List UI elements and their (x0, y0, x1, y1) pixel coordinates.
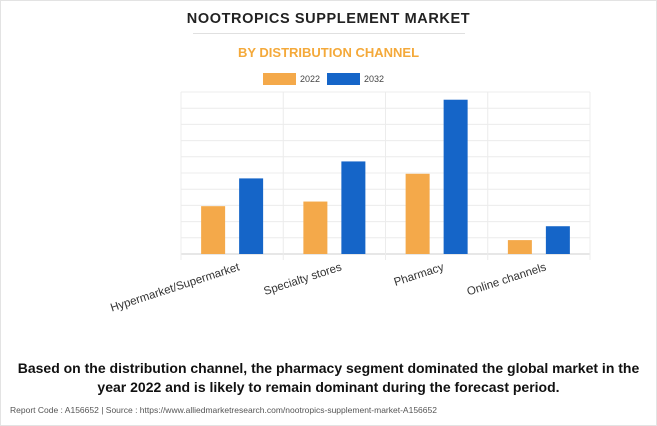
report-footer: Report Code : A156652 | Source : https:/… (10, 405, 437, 415)
chart-subtitle: BY DISTRIBUTION CHANNEL (237, 45, 420, 60)
x-tick-label: Specialty stores (262, 261, 343, 298)
legend: 2022 2032 (0, 72, 657, 86)
bar-2022-specialty-stores (303, 201, 328, 254)
bar-2032-specialty-stores (341, 161, 366, 254)
bar-2022-hypermarket-supermarket (201, 206, 226, 254)
bar-2032-hypermarket-supermarket (239, 178, 264, 254)
legend-label-2022: 2022 (300, 74, 321, 84)
bar-chart: Hypermarket/Supermarket Specialty stores P… (109, 91, 591, 315)
x-tick-label: Hypermarket/Supermarket (109, 261, 242, 314)
chart-caption: Based on the distribution channel, the p… (17, 360, 640, 395)
bar-2022-online-channels (507, 240, 532, 254)
title-divider (193, 33, 465, 34)
legend-swatch-2032 (327, 73, 360, 85)
bar-2032-pharmacy (443, 99, 468, 254)
bar-2032-online-channels (545, 226, 570, 254)
chart-title: NOOTROPICS SUPPLEMENT MARKET (186, 11, 471, 27)
x-tick-label: Pharmacy (393, 261, 446, 288)
legend-swatch-2022 (263, 73, 296, 85)
bar-2022-pharmacy (405, 173, 430, 254)
legend-label-2032: 2032 (364, 74, 385, 84)
x-tick-label: Online channels (466, 261, 548, 298)
